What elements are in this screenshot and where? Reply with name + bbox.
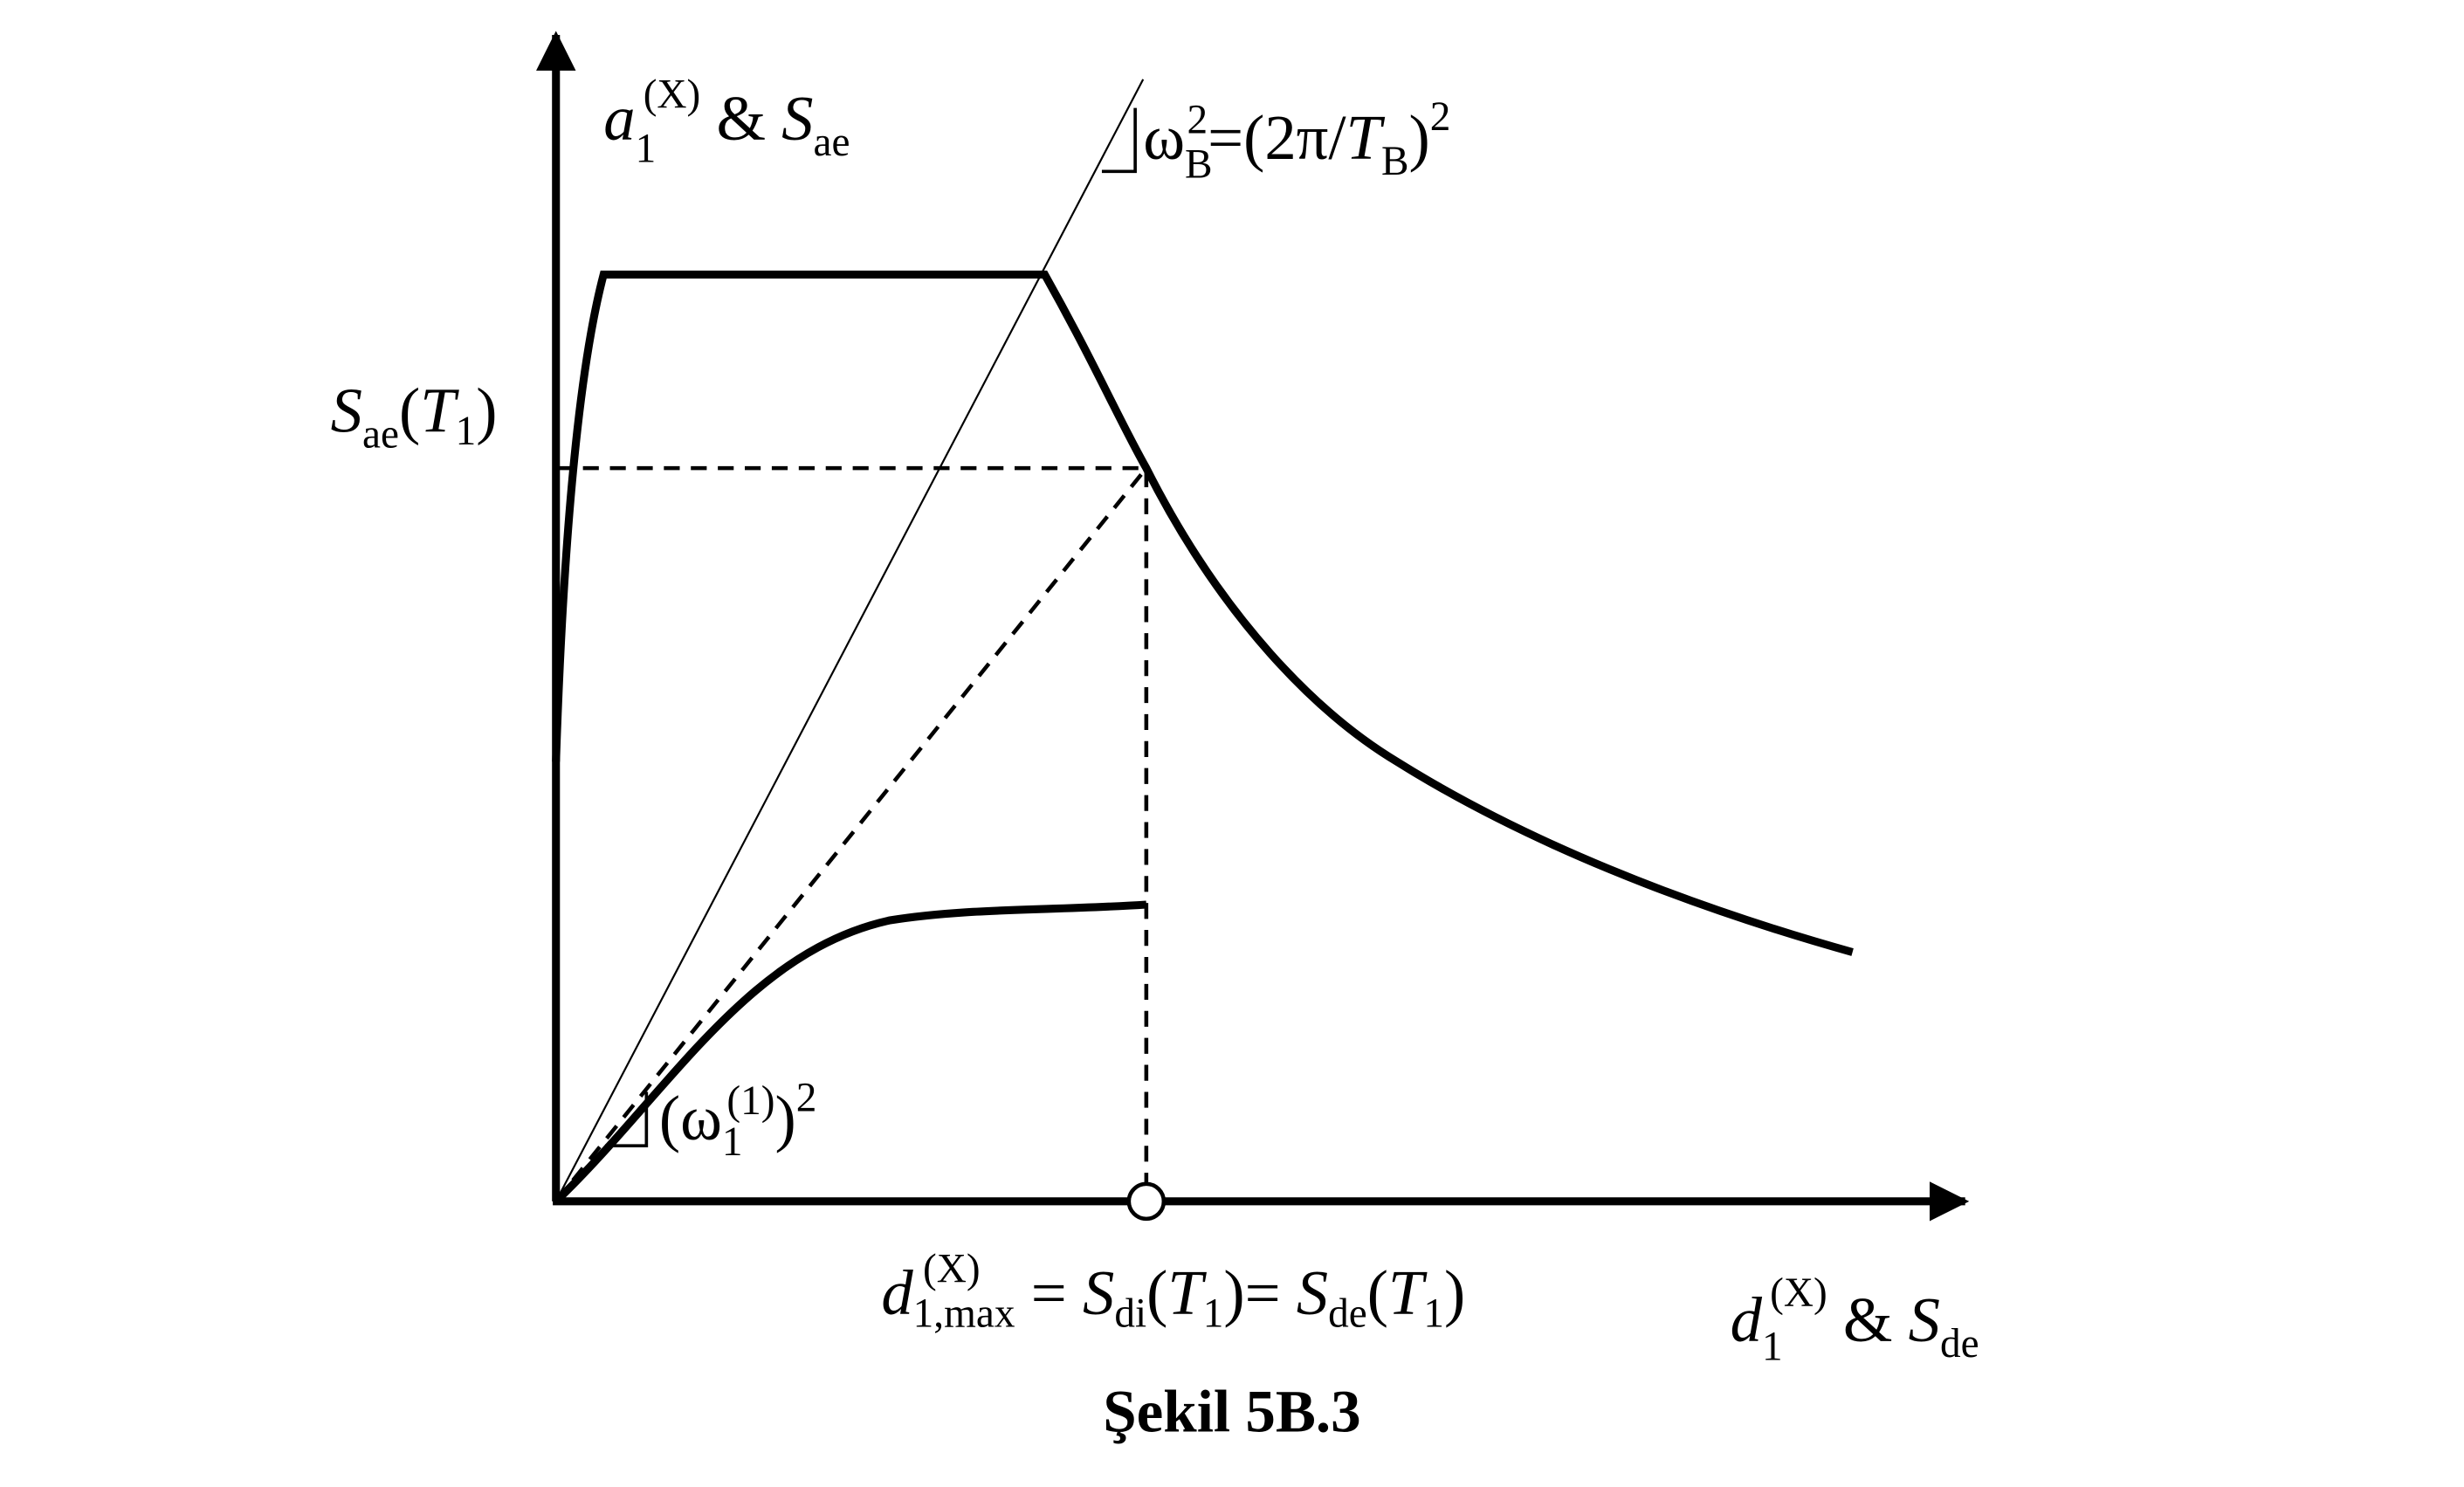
label-part: ) [775,1083,796,1153]
label-part: 2 [1430,94,1451,140]
label-part: B [1185,142,1213,188]
label-part: 1 [1203,1291,1224,1336]
label-part: S [781,83,813,154]
label-part: 2 [796,1075,817,1120]
slope-b-label: ωB2=(2π/TB)2 [1143,94,1450,188]
y-axis-label: a1 (X) & Sae [603,72,850,172]
label-part: ) [476,375,497,445]
label-part: 2 [1187,98,1208,143]
capacity-curve [553,900,1147,1205]
label-part: 1 [456,409,477,454]
label-part: ae [814,120,850,165]
label-part: T [420,375,459,445]
label-part: S [1297,1257,1328,1328]
label-part: T [1388,1257,1428,1328]
label-part: ω [1143,102,1185,173]
label-part: 1 [1423,1291,1444,1336]
label-part: T [1346,102,1386,173]
initial-slope-triangle [605,1091,649,1148]
dashed-construction [554,465,1149,1203]
label-part: 1 [722,1119,743,1165]
label-part: (ω [659,1083,722,1153]
label-part: 1,max [913,1291,1015,1336]
label-part: ) [1409,102,1430,173]
label-part: S [331,375,362,445]
displacement-label: d1,max(X) = Sdi(T1)= Sde(T1) [881,1247,1465,1337]
label-part: 1 [1762,1325,1783,1370]
spectral-value-label: Sae(T1) [331,375,498,457]
label-part: 1 [636,126,657,171]
label-part: d [881,1257,913,1328]
displacement-point [1126,1181,1167,1222]
label-part: & [700,83,781,154]
label-part: & [1827,1284,1909,1355]
label-part: (X) [644,72,701,118]
label-part: ) [1444,1257,1465,1328]
label-part: de [1328,1291,1367,1336]
label-part: S [1083,1257,1114,1328]
label-part: = [1015,1257,1083,1328]
slope-1-label: (ω1(1))2 [659,1075,816,1165]
x-axis-label: d1 (X) & Sde [1731,1270,1979,1370]
label-part: de [1940,1321,1979,1367]
label-part: (X) [923,1247,981,1292]
label-part: ( [1146,1257,1167,1328]
caption: Şekil 5B.3 [1103,1377,1360,1444]
label-part: T [1167,1257,1207,1328]
slope-line [554,79,1145,1202]
label-part: (X) [1770,1270,1827,1316]
label-part: S [1909,1284,1940,1355]
label-part: ae [362,412,399,458]
label-part: a [603,83,635,154]
label-part: ( [1367,1257,1388,1328]
label-part: ( [399,375,420,445]
label-part: =(2π/ [1208,102,1346,173]
label-part: di [1114,1291,1146,1336]
label-part: d [1731,1284,1763,1355]
label-part: (1) [726,1078,774,1124]
slope-triangle [1101,107,1137,174]
label-part: B [1381,139,1409,184]
label-part: )= [1223,1257,1296,1328]
spectrum-curve [552,270,1854,956]
